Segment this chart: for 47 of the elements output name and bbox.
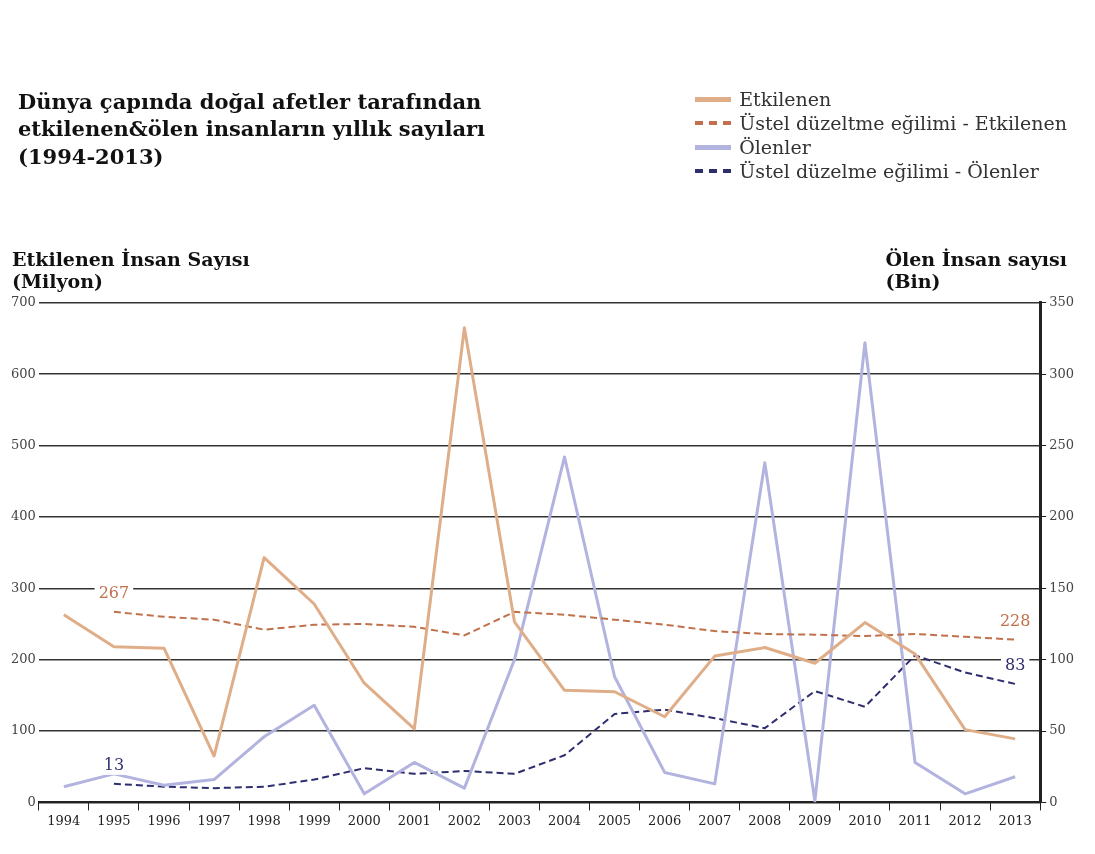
y2-tick-label: 100	[1049, 651, 1075, 667]
x-tick-label: 2003	[497, 812, 532, 828]
data-label: 13	[103, 755, 125, 774]
y-tick-label: 100	[10, 722, 36, 738]
x-tick-label: 2010	[848, 812, 882, 828]
y-tick-label: 700	[10, 294, 36, 310]
y2-tick-label: 300	[1049, 365, 1075, 381]
x-tick-label: 2005	[598, 812, 632, 828]
y-tick-label: 200	[10, 651, 36, 667]
y2-tick-label: 350	[1049, 294, 1075, 310]
x-tick-label: 2007	[698, 812, 732, 828]
x-tick-label: 2009	[798, 812, 832, 828]
y-tick-label: 500	[10, 436, 36, 452]
x-tick-label: 1999	[297, 812, 331, 828]
y2-tick-label: 0	[1049, 793, 1058, 809]
y-tick-label: 600	[10, 365, 36, 381]
y-axis-title: Etkilenen İnsan Sayısı (Milyon)	[12, 248, 250, 292]
x-tick-label: 2001	[397, 812, 431, 828]
legend-label: Üstel düzelme eğilimi - Ölenler	[739, 160, 1039, 182]
legend-label: Ölenler	[739, 136, 811, 158]
chart-title: Dünya çapında doğal afetler tarafından etkilenen&ölen insanların yıllık sayıları (1994-2013)	[18, 88, 486, 171]
y2-tick-label: 150	[1049, 579, 1075, 595]
data-label: 228	[999, 610, 1031, 630]
x-tick-label: 2012	[948, 812, 982, 828]
x-tick-label: 2002	[447, 812, 481, 828]
x-tick-label: 1995	[97, 812, 131, 828]
data-label: 267	[98, 582, 130, 602]
x-tick-label: 1994	[47, 812, 81, 828]
x-tick-label: 2000	[347, 812, 381, 828]
x-tick-label: 1997	[197, 812, 231, 828]
x-tick-label: 2008	[748, 812, 782, 828]
y-tick-label: 0	[27, 793, 36, 809]
x-tick-label: 1996	[147, 812, 181, 828]
y2-tick-label: 200	[1049, 508, 1075, 524]
x-tick-label: 2004	[547, 812, 582, 828]
y2-tick-label: 250	[1049, 436, 1075, 452]
y2-axis-title: Ölen İnsan sayısı (Bin)	[885, 248, 1067, 292]
legend-label: Üstel düzeltme eğilimi - Etkilenen	[739, 112, 1067, 134]
y2-tick-label: 50	[1049, 722, 1066, 738]
legend-label: Etkilenen	[739, 88, 832, 110]
x-tick-label: 2013	[998, 812, 1032, 828]
data-label: 83	[1004, 655, 1026, 675]
y-tick-label: 400	[10, 508, 36, 524]
x-tick-label: 1998	[247, 812, 281, 828]
y-tick-label: 300	[10, 579, 36, 595]
x-tick-label: 2006	[648, 812, 682, 828]
x-tick-label: 2011	[898, 812, 932, 828]
